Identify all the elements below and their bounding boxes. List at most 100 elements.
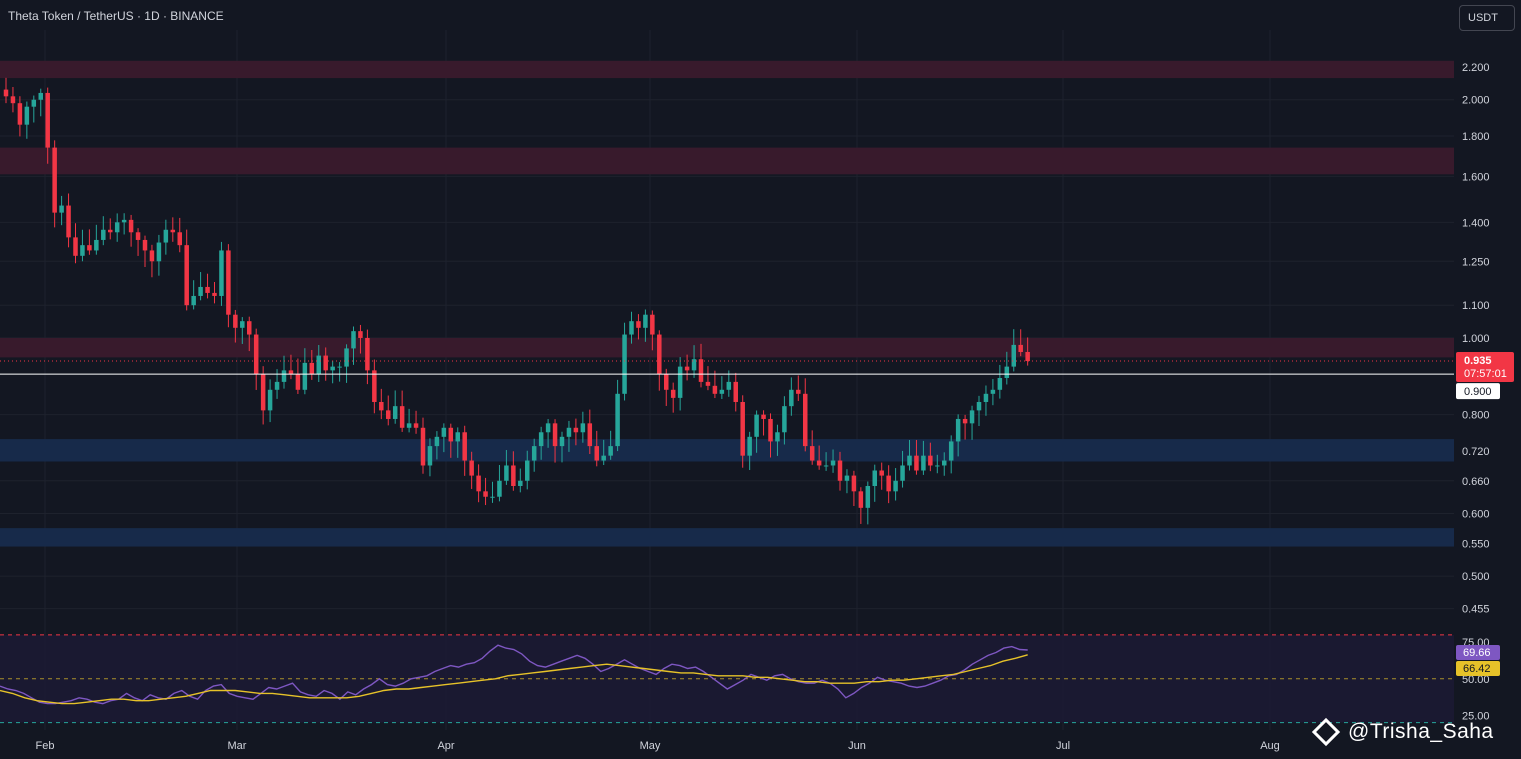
candle-body	[337, 366, 342, 368]
candle-body	[664, 374, 669, 390]
candle-body	[844, 475, 850, 481]
candle-body	[386, 410, 391, 419]
candle-body	[399, 406, 405, 428]
x-tick-label: Apr	[437, 740, 454, 752]
price-tick-label: 1.250	[1462, 256, 1490, 268]
candle-body	[219, 250, 224, 296]
candle-body	[643, 314, 648, 328]
candle-body	[413, 423, 419, 428]
level-label: 0.900	[1464, 386, 1492, 398]
candle-body	[427, 446, 433, 466]
candle-body	[962, 418, 968, 424]
candle-body	[351, 331, 356, 349]
candle-body	[441, 427, 447, 437]
last-price-badge	[1456, 352, 1514, 383]
candle-body	[893, 480, 898, 492]
candle-body	[997, 378, 1003, 390]
candle-body	[928, 455, 933, 466]
candle-body	[525, 460, 530, 481]
candle-body	[66, 205, 71, 238]
candle-body	[803, 393, 808, 447]
candle-body	[247, 321, 252, 335]
candle-body	[830, 460, 836, 466]
candle-body	[650, 314, 655, 335]
candle-body	[657, 334, 662, 375]
last-price-label: 0.935	[1464, 355, 1492, 367]
candle-body	[719, 389, 725, 394]
x-tick-label: May	[640, 740, 661, 752]
candle-body	[212, 292, 217, 296]
candle-body	[198, 286, 203, 296]
price-tick-label: 0.720	[1462, 446, 1490, 458]
candle-body	[52, 147, 57, 213]
currency-button[interactable]: USDT	[1459, 5, 1515, 31]
candle-body	[504, 465, 509, 481]
price-tick-label: 1.100	[1462, 300, 1490, 312]
candle-body	[240, 321, 245, 328]
binance-logo-icon	[1311, 717, 1341, 747]
candle-body	[740, 401, 745, 456]
candle-body	[566, 427, 572, 437]
candle-body	[101, 229, 106, 240]
candle-body	[267, 389, 273, 411]
price-tick-label: 1.400	[1462, 217, 1490, 229]
candle-body	[552, 423, 558, 447]
rsi-value-label: 69.66	[1463, 647, 1491, 659]
candle-body	[775, 432, 780, 442]
candle-body	[170, 229, 176, 233]
price-tick-label: 1.000	[1462, 333, 1490, 345]
resistance-zone	[0, 60, 1454, 79]
rsi-ma-line	[0, 654, 1028, 705]
price-tick-label: 0.600	[1462, 509, 1490, 521]
x-tick-label: Mar	[228, 740, 247, 752]
candle-body	[761, 414, 766, 419]
candle-body	[163, 229, 169, 243]
candle-body	[392, 406, 398, 419]
candle-body	[1011, 344, 1016, 367]
candle-body	[406, 423, 412, 428]
candle-body	[969, 410, 975, 424]
candle-body	[108, 229, 113, 233]
candle-body	[900, 465, 905, 481]
candle-body	[288, 370, 294, 375]
candle-body	[260, 374, 266, 411]
candle-body	[309, 362, 315, 375]
candle-body	[87, 245, 92, 251]
candle-body	[768, 418, 773, 442]
candle-body	[531, 446, 537, 461]
candle-body	[858, 491, 864, 508]
candle-body	[587, 423, 593, 447]
candle-body	[823, 465, 829, 467]
candle-body	[420, 427, 426, 466]
x-tick-label: Feb	[36, 740, 55, 752]
candle-body	[226, 250, 231, 315]
candle-body	[38, 92, 43, 100]
candle-body	[733, 381, 738, 402]
candle-body	[518, 480, 523, 487]
candle-body	[135, 232, 141, 240]
candle-body	[253, 334, 259, 375]
candle-body	[914, 455, 919, 471]
candle-body	[128, 219, 134, 233]
candle-body	[726, 381, 732, 390]
candle-body	[754, 414, 759, 437]
price-tick-label: 0.550	[1462, 538, 1490, 550]
x-tick-label: Aug	[1260, 740, 1280, 752]
candle-body	[921, 455, 926, 471]
candle-body	[274, 381, 280, 390]
candle-body	[615, 393, 620, 447]
candle-body	[594, 446, 599, 461]
watermark-text: @Trisha_Saha	[1348, 720, 1494, 743]
price-tick-label: 1.800	[1462, 131, 1490, 143]
rsi-line	[0, 644, 1028, 705]
candle-body	[295, 374, 301, 390]
candle-body	[789, 389, 794, 407]
candle-body	[483, 491, 488, 497]
candle-body	[94, 239, 99, 251]
watermark: @Trisha_Saha	[1311, 717, 1494, 747]
candle-body	[80, 245, 85, 256]
candle-body	[469, 460, 474, 476]
candle-body	[983, 393, 989, 402]
price-tick-label: 2.000	[1462, 95, 1490, 107]
